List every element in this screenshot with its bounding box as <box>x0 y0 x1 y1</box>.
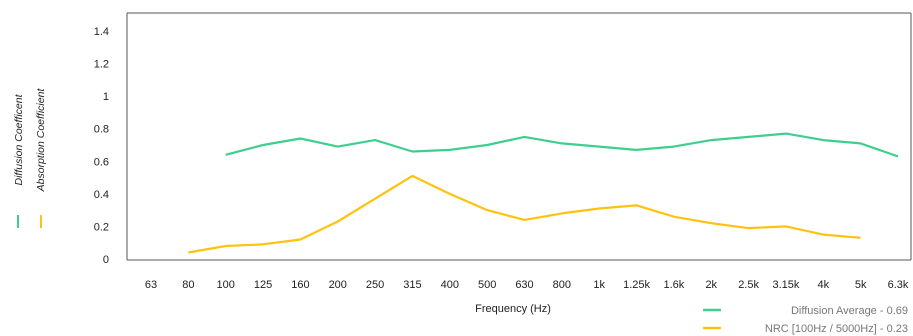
y-tick-label: 1.2 <box>94 59 109 71</box>
x-tick-label: 2.5k <box>738 279 759 291</box>
legend-label-diffusion: Diffusion Average - 0.69 <box>791 305 908 317</box>
y-tick-label: 1.4 <box>94 26 109 38</box>
x-tick-label: 125 <box>254 279 272 291</box>
x-tick-label: 1.25k <box>623 279 650 291</box>
y-tick-label: 0.8 <box>94 124 109 136</box>
legend: Diffusion Average - 0.69 NRC [100Hz / 50… <box>703 305 908 335</box>
y-tick-label: 0 <box>103 254 109 266</box>
y-axis-title-2: Absorption Coefficient <box>35 88 47 193</box>
y-axis-title-absorption: Absorption Coefficient <box>35 88 47 193</box>
x-tick-label: 5k <box>855 279 867 291</box>
x-tick-label: 500 <box>478 279 496 291</box>
y-axis-title-diffusion: Diffusion Coefficent <box>13 93 25 185</box>
x-tick-label: 315 <box>403 279 421 291</box>
y-tick-labels: 0 0.2 0.4 0.6 0.8 1 1.2 1.4 <box>94 26 109 266</box>
x-tick-label: 6.3k <box>888 279 909 291</box>
x-axis-title: Frequency (Hz) <box>475 303 551 315</box>
x-tick-label: 80 <box>182 279 194 291</box>
x-tick-label: 400 <box>441 279 459 291</box>
x-tick-label: 1.6k <box>664 279 685 291</box>
y-tick-label: 0.6 <box>94 156 109 168</box>
y-tick-label: 1 <box>103 91 109 103</box>
x-tick-label: 800 <box>553 279 571 291</box>
absorption-series-line <box>188 174 861 254</box>
y-axis-title-1: Diffusion Coefficent <box>13 93 25 185</box>
series-lines <box>188 132 899 254</box>
y-tick-label: 0.2 <box>94 221 109 233</box>
legend-label-nrc: NRC [100Hz / 5000Hz] - 0.23 <box>765 323 908 335</box>
x-tick-label: 2k <box>705 279 717 291</box>
x-tick-labels: 63 80 100 125 160 200 250 315 400 500 630 800 1k 1.25… <box>145 279 909 291</box>
diffusion-series-line <box>225 132 899 158</box>
x-tick-label: 63 <box>145 279 157 291</box>
x-tick-label: 200 <box>329 279 347 291</box>
x-tick-label: 630 <box>515 279 533 291</box>
x-tick-label: 160 <box>291 279 309 291</box>
x-tick-label: 1k <box>593 279 605 291</box>
y-tick-label: 0.4 <box>94 189 109 201</box>
x-tick-label: 100 <box>217 279 235 291</box>
x-tick-label: 3.15k <box>772 279 799 291</box>
x-tick-label: 4k <box>817 279 829 291</box>
x-tick-label: 250 <box>366 279 384 291</box>
